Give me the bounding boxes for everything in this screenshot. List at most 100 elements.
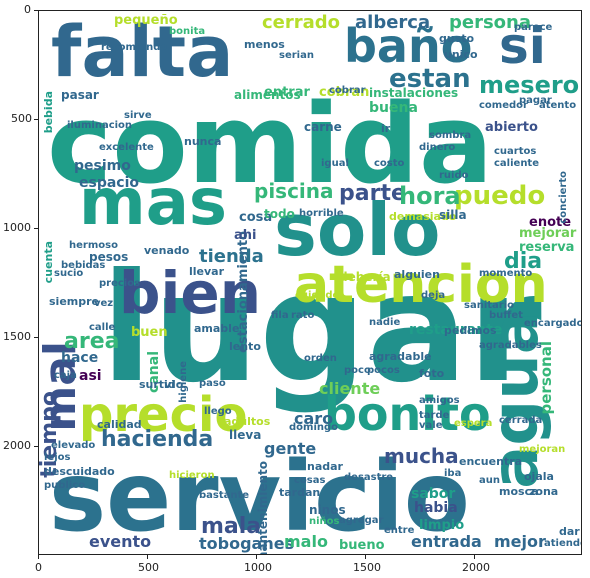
word: nunca bbox=[184, 135, 222, 148]
x-tick-mark bbox=[38, 555, 39, 559]
word: bastante bbox=[199, 490, 250, 501]
word: amigos bbox=[419, 395, 460, 406]
word: siempre bbox=[49, 295, 99, 308]
word: pedimos bbox=[444, 324, 497, 337]
word: deja bbox=[421, 290, 446, 301]
word: persona bbox=[449, 12, 532, 33]
word: tarde bbox=[419, 410, 450, 421]
x-tick-label: 1500 bbox=[353, 561, 381, 574]
word: malo bbox=[284, 532, 328, 551]
word: si bbox=[499, 17, 546, 75]
word: asi bbox=[79, 368, 102, 384]
word: horrible bbox=[299, 208, 344, 219]
word: igual bbox=[321, 158, 349, 169]
word: amable bbox=[194, 322, 240, 335]
word: bonito bbox=[324, 387, 491, 441]
word: vi bbox=[164, 378, 175, 391]
word: dar bbox=[559, 525, 580, 538]
word: venado bbox=[144, 244, 190, 257]
word: pesimo bbox=[74, 158, 131, 174]
word: caja bbox=[54, 370, 77, 381]
word: alguien bbox=[394, 268, 440, 281]
word: todo bbox=[264, 207, 295, 221]
word: area bbox=[64, 329, 120, 354]
y-tick-mark bbox=[34, 337, 38, 338]
word: descuidado bbox=[44, 465, 115, 478]
word: aun bbox=[479, 475, 500, 486]
word: atento bbox=[539, 100, 577, 111]
word: adultos bbox=[224, 415, 271, 428]
word: calidad bbox=[97, 418, 142, 431]
word: hicieron bbox=[169, 470, 215, 481]
word: orden bbox=[304, 353, 337, 364]
word: foto bbox=[419, 367, 445, 380]
word: ir bbox=[381, 122, 391, 135]
x-tick-mark bbox=[256, 555, 257, 559]
word: abierto bbox=[485, 120, 538, 135]
word: cuidado bbox=[295, 290, 340, 301]
word: cuartos bbox=[494, 146, 537, 157]
word: sombra bbox=[429, 130, 472, 141]
word: parece bbox=[514, 22, 553, 33]
word: lento bbox=[229, 340, 261, 353]
word: mejor bbox=[494, 532, 546, 551]
word: pagar bbox=[519, 95, 552, 106]
y-tick-label: 500 bbox=[11, 112, 32, 125]
word: publico bbox=[44, 480, 86, 491]
word: agradable bbox=[369, 350, 432, 363]
x-tick-mark bbox=[474, 555, 475, 559]
word: buffet bbox=[489, 310, 523, 321]
y-tick-mark bbox=[34, 446, 38, 447]
word: lejos bbox=[44, 452, 71, 463]
word: tienda bbox=[199, 246, 264, 267]
word: habia bbox=[414, 500, 458, 516]
word: estan bbox=[389, 64, 471, 94]
word: ruido bbox=[439, 170, 469, 181]
word: unico bbox=[444, 48, 478, 61]
word: lugar bbox=[101, 242, 542, 416]
word: cuenta bbox=[42, 241, 55, 284]
word: falta bbox=[51, 11, 234, 93]
word: rato bbox=[291, 310, 315, 321]
word: excelente bbox=[99, 142, 154, 153]
word: pocos bbox=[367, 365, 400, 376]
word: enote bbox=[529, 215, 572, 230]
word: demasiado bbox=[389, 210, 457, 223]
word: costo bbox=[374, 158, 405, 169]
x-tick-label: 2000 bbox=[462, 561, 490, 574]
word: pesos bbox=[89, 250, 129, 264]
y-tick-mark bbox=[34, 119, 38, 120]
word: bonita bbox=[169, 26, 206, 37]
word: calle bbox=[89, 322, 116, 333]
word: sirve bbox=[124, 110, 152, 121]
y-tick-label: 0 bbox=[24, 3, 31, 16]
y-tick-label: 2000 bbox=[3, 439, 31, 452]
word: recomiendo bbox=[101, 42, 168, 53]
word: nadie bbox=[369, 317, 401, 328]
word: vez bbox=[94, 298, 114, 309]
word: entrar bbox=[264, 85, 310, 100]
word: personal bbox=[537, 341, 555, 415]
word: baño bbox=[344, 19, 473, 73]
word: limpio bbox=[419, 518, 465, 533]
word: mas bbox=[79, 166, 227, 240]
word: alberca bbox=[355, 12, 431, 33]
word: evento bbox=[89, 532, 152, 551]
x-tick-mark bbox=[147, 555, 148, 559]
word: concierto bbox=[558, 171, 569, 224]
word: paso bbox=[199, 378, 226, 389]
word: servicio bbox=[49, 441, 470, 553]
word: zona bbox=[529, 485, 559, 498]
wordcloud-plot-area: lugar comida servicio falta solo bien at… bbox=[38, 10, 582, 555]
word: bien bbox=[119, 259, 262, 327]
word: pequeño bbox=[114, 13, 178, 28]
word: entre bbox=[384, 525, 415, 536]
word: debería bbox=[339, 270, 391, 284]
word: cliente bbox=[319, 379, 381, 398]
y-tick-mark bbox=[34, 10, 38, 11]
word: reserva bbox=[519, 240, 575, 255]
word: hace bbox=[61, 350, 99, 366]
word: serian bbox=[279, 50, 314, 61]
word: carne bbox=[304, 120, 342, 134]
word: sabor bbox=[411, 486, 456, 502]
